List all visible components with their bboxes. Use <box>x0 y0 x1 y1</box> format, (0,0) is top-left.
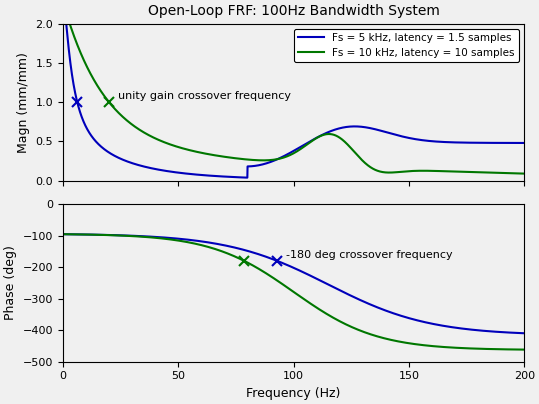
Title: Open-Loop FRF: 100Hz Bandwidth System: Open-Loop FRF: 100Hz Bandwidth System <box>148 4 439 18</box>
X-axis label: Frequency (Hz): Frequency (Hz) <box>246 387 341 400</box>
Text: -180 deg crossover frequency: -180 deg crossover frequency <box>286 250 453 260</box>
Legend: Fs = 5 kHz, latency = 1.5 samples, Fs = 10 kHz, latency = 10 samples: Fs = 5 kHz, latency = 1.5 samples, Fs = … <box>294 29 519 62</box>
Y-axis label: Magn (mm/mm): Magn (mm/mm) <box>17 52 30 153</box>
Y-axis label: Phase (deg): Phase (deg) <box>4 246 17 320</box>
Text: unity gain crossover frequency: unity gain crossover frequency <box>118 90 291 101</box>
